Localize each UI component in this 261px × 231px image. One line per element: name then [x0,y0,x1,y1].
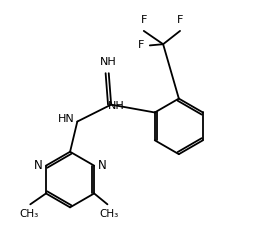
Text: HN: HN [58,114,75,124]
Text: CH₃: CH₃ [99,209,118,219]
Text: N: N [34,159,42,172]
Text: NH: NH [100,57,117,67]
Text: F: F [138,40,144,50]
Text: NH: NH [108,101,124,111]
Text: CH₃: CH₃ [20,209,39,219]
Text: N: N [98,159,106,172]
Text: F: F [177,15,183,25]
Text: F: F [141,15,147,25]
